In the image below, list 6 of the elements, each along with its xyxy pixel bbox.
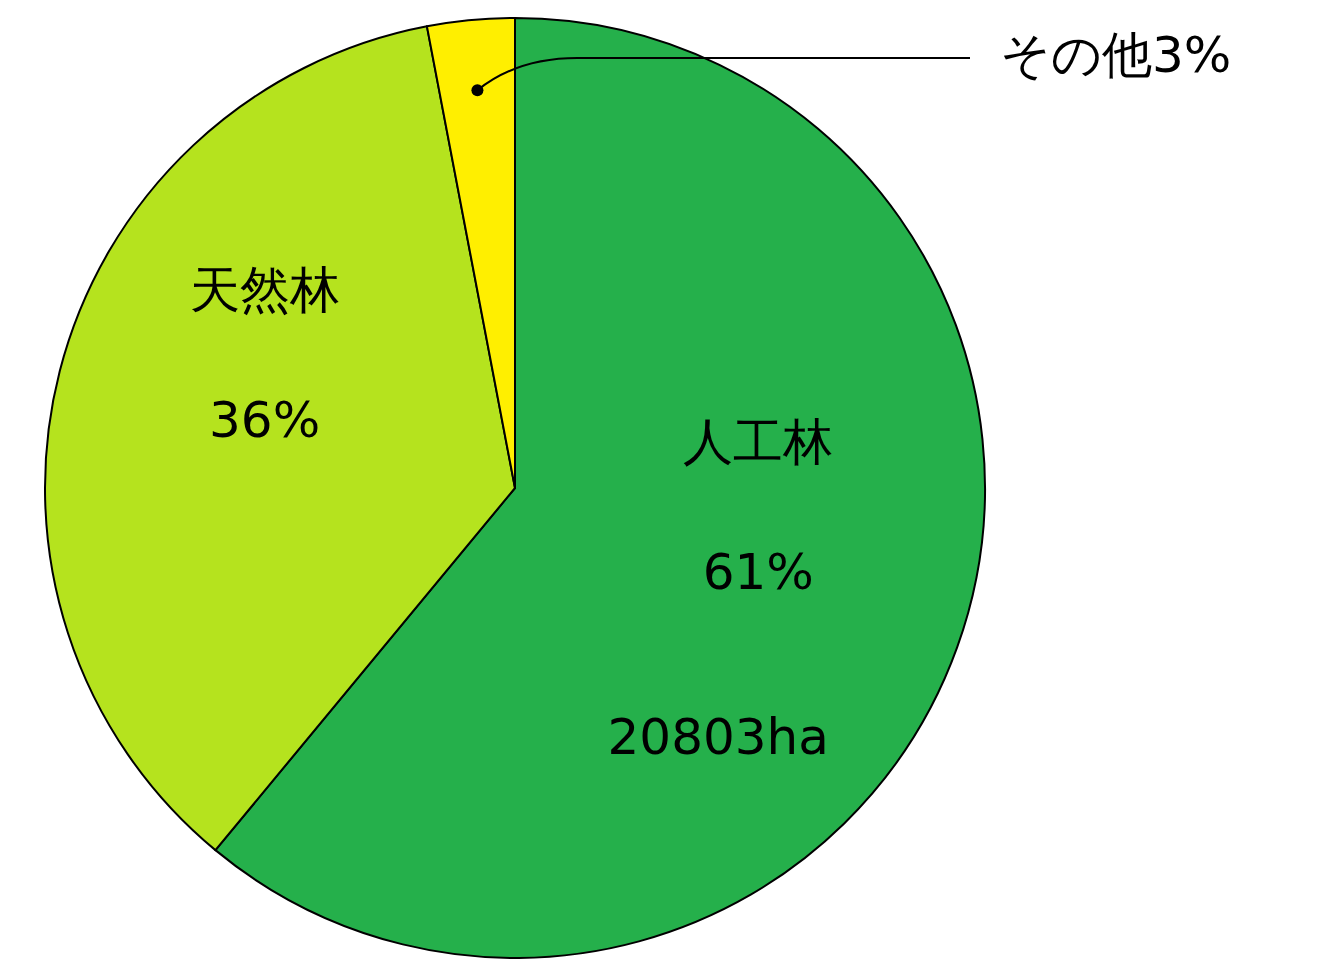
data-label: 36% — [209, 391, 321, 450]
slice-label: 天然林 — [189, 261, 340, 320]
slice-label: その他3% — [1000, 25, 1232, 84]
data-label: 61% — [702, 543, 814, 602]
slice-label: 人工林 — [683, 413, 834, 472]
text: 20803ha — [607, 708, 829, 767]
